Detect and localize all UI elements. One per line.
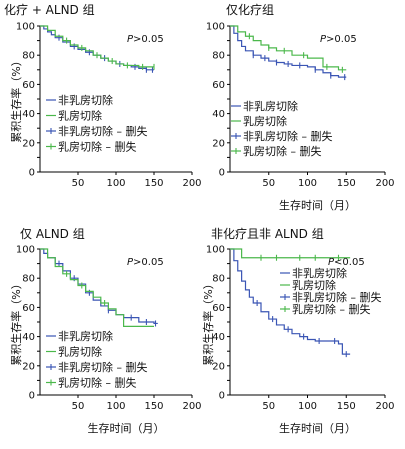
series-line-mastectomy [40, 248, 154, 327]
y-tick-label: 100 [206, 22, 225, 33]
panel-title: 仅化疗组 [226, 3, 274, 17]
y-tick-label: 0 [219, 168, 225, 179]
x-axis-label: 生存时间（月） [88, 421, 165, 435]
x-tick-label: 200 [375, 401, 394, 412]
y-tick-label: 20 [22, 361, 35, 372]
y-tick-label: 60 [212, 303, 225, 314]
p-value-annotation: P>0.05 [127, 257, 164, 268]
series-line-mastectomy [230, 25, 347, 71]
series-line-non-mastectomy [230, 248, 351, 355]
y-tick-label: 80 [212, 51, 225, 62]
y-tick-label: 100 [206, 245, 225, 256]
panel-title: 非化疗且非 ALND 组 [211, 227, 324, 241]
legend-label: 乳房切除 – 删失 [58, 376, 137, 390]
x-tick-label: 50 [72, 401, 85, 412]
legend-entry: 非乳房切除 – 删失 [280, 290, 382, 304]
p-value-annotation: P>0.05 [320, 34, 357, 45]
y-tick-label: 40 [212, 109, 225, 120]
x-tick-label: 200 [375, 178, 394, 189]
legend-entry: 非乳房切除 [231, 99, 298, 113]
legend-label: 非乳房切除 [292, 266, 347, 280]
legend-entry: 非乳房切除 – 删失 [46, 124, 148, 138]
legend-label: 乳房切除 [58, 345, 102, 359]
y-tick-label: 20 [212, 361, 225, 372]
series-line-mastectomy [40, 25, 154, 68]
legend-entry: 非乳房切除 – 删失 [231, 129, 333, 143]
y-tick-label: 40 [212, 332, 225, 343]
km-panel-2: 仅化疗组 0 20 40 60 80 100 50 100 150 200 生存时间（月） P>0.05… [206, 3, 395, 212]
x-tick-label: 100 [298, 178, 317, 189]
legend-label: 非乳房切除 – 删失 [243, 129, 333, 143]
legend-label: 乳房切除 – 删失 [243, 144, 322, 158]
y-axis-label: 累积生存率（%） [9, 278, 23, 365]
y-tick-label: 60 [212, 80, 225, 91]
km-panel-4: 非化疗且非 ALND 组 0 20 40 60 80 100 50 100 150 200 累积生存率… [201, 227, 395, 435]
legend-label: 乳房切除 [292, 278, 336, 292]
km-panel-3: 仅 ALND 组 0 20 40 60 80 100 50 100 150 200 累积生存率（%） 生… [9, 227, 202, 435]
y-tick-label: 80 [22, 51, 35, 62]
legend-entry: 乳房切除 [46, 345, 102, 359]
legend-entry: 非乳房切除 [280, 266, 347, 280]
y-tick-label: 40 [22, 332, 35, 343]
x-tick-label: 100 [106, 401, 125, 412]
x-tick-label: 150 [337, 178, 356, 189]
series-line-non-mastectomy [40, 25, 154, 71]
y-tick-label: 20 [22, 138, 35, 149]
y-tick-label: 60 [22, 303, 35, 314]
x-tick-label: 150 [337, 401, 356, 412]
km-panel-1: 化疗 + ALND 组 0 20 40 60 80 100 50 100 150 200 累积生存率（… [4, 3, 202, 189]
x-tick-label: 150 [144, 401, 163, 412]
legend-label: 非乳房切除 [58, 329, 113, 343]
x-axis-label: 生存时间（月） [279, 198, 356, 212]
y-tick-label: 40 [22, 109, 35, 120]
p-value-annotation: P<0.05 [328, 257, 365, 268]
legend-label: 非乳房切除 [243, 99, 298, 113]
y-axis-label: 累积生存率（%） [201, 278, 215, 365]
y-tick-label: 20 [212, 138, 225, 149]
y-tick-label: 80 [22, 274, 35, 285]
legend-entry: 乳房切除 [46, 109, 102, 123]
legend-label: 乳房切除 [243, 114, 287, 128]
legend-entry: 乳房切除 – 删失 [46, 140, 137, 154]
x-tick-label: 50 [262, 178, 275, 189]
y-tick-label: 0 [29, 168, 35, 179]
legend-label: 乳房切除 – 删失 [58, 140, 137, 154]
x-tick-label: 50 [262, 401, 275, 412]
legend-label: 非乳房切除 – 删失 [292, 290, 382, 304]
x-axis-label: 生存时间（月） [279, 421, 356, 435]
legend-label: 非乳房切除 – 删失 [58, 360, 148, 374]
legend-entry: 非乳房切除 [46, 93, 113, 107]
y-tick-label: 100 [16, 245, 35, 256]
y-tick-label: 0 [219, 391, 225, 402]
y-axis-label: 累积生存率（%） [9, 55, 23, 142]
p-value-annotation: P>0.05 [127, 34, 164, 45]
legend-entry: 乳房切除 [231, 114, 287, 128]
x-tick-label: 100 [298, 401, 317, 412]
panel-title: 化疗 + ALND 组 [4, 3, 95, 17]
legend-entry: 乳房切除 – 删失 [231, 144, 322, 158]
legend-entry: 乳房切除 [280, 278, 336, 292]
series-line-mastectomy [230, 248, 351, 259]
legend-label: 非乳房切除 [58, 93, 113, 107]
x-tick-label: 150 [144, 178, 163, 189]
y-tick-label: 0 [29, 391, 35, 402]
legend-entry: 非乳房切除 [46, 329, 113, 343]
legend-label: 乳房切除 [58, 109, 102, 123]
y-tick-label: 100 [16, 22, 35, 33]
y-tick-label: 80 [212, 274, 225, 285]
y-tick-label: 60 [22, 80, 35, 91]
legend-label: 非乳房切除 – 删失 [58, 124, 148, 138]
legend-label: 乳房切除 – 删失 [292, 302, 371, 316]
legend-entry: 乳房切除 – 删失 [46, 376, 137, 390]
x-tick-label: 50 [72, 178, 85, 189]
x-tick-label: 200 [182, 178, 201, 189]
legend-entry: 非乳房切除 – 删失 [46, 360, 148, 374]
x-tick-label: 200 [182, 401, 201, 412]
x-tick-label: 100 [106, 178, 125, 189]
panel-title: 仅 ALND 组 [20, 227, 85, 241]
legend-entry: 乳房切除 – 删失 [280, 302, 371, 316]
